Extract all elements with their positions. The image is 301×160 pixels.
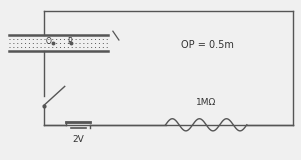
Text: P: P bbox=[67, 37, 72, 46]
Text: 2V: 2V bbox=[72, 135, 84, 144]
Text: OP = 0.5m: OP = 0.5m bbox=[181, 40, 234, 50]
Text: O: O bbox=[45, 37, 51, 46]
Text: 1MΩ: 1MΩ bbox=[196, 98, 216, 107]
